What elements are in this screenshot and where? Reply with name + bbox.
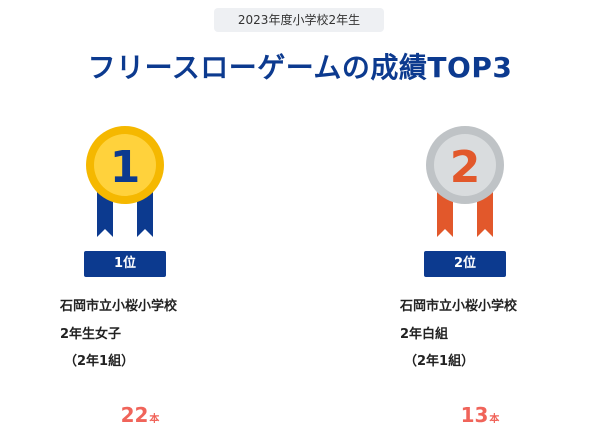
- rank-badge: 1位: [84, 251, 166, 277]
- medal-number: 2: [450, 142, 481, 193]
- score-unit: 本: [489, 414, 500, 425]
- gold-medal-icon: 1: [86, 126, 164, 237]
- score-unit: 本: [149, 414, 160, 425]
- year-label: 2023年度小学校2年生: [214, 8, 384, 32]
- ranking-entry-1: 1 1位 石岡市立小桜小学校 2年生女子 （2年1組） 22本: [30, 125, 250, 431]
- score-value: 13: [460, 403, 489, 427]
- group-name: 2年白組: [400, 327, 449, 342]
- medal-number: 1: [110, 142, 141, 193]
- score-value: 22: [120, 403, 149, 427]
- group-name: 2年生女子: [60, 327, 122, 342]
- score: 22本: [30, 403, 250, 427]
- class-name: （2年1組）: [64, 354, 135, 369]
- page-title: フリースローゲームの成績TOP3: [87, 51, 513, 84]
- school-name: 石岡市立小桜小学校: [400, 299, 518, 314]
- rank-badge: 2位: [424, 251, 506, 277]
- score: 13本: [370, 403, 590, 427]
- class-name: （2年1組）: [404, 354, 475, 369]
- ranking-entry-2: 2 2位 石岡市立小桜小学校 2年白組 （2年1組） 13本: [370, 125, 590, 431]
- silver-medal-icon: 2: [426, 126, 504, 237]
- school-name: 石岡市立小桜小学校: [60, 299, 178, 314]
